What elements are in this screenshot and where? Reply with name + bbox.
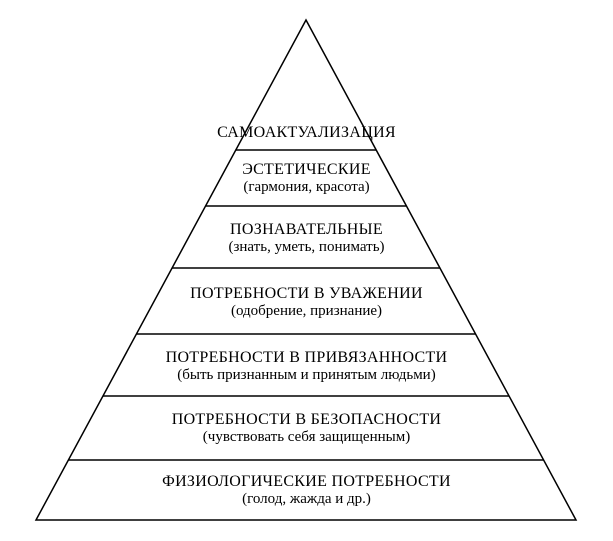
pyramid-level-subtitle: (голод, жажда и др.) bbox=[0, 491, 613, 508]
pyramid-level-6: ФИЗИОЛОГИЧЕСКИЕ ПОТРЕБНОСТИ(голод, жажда… bbox=[0, 473, 613, 508]
pyramid-level-3: ПОТРЕБНОСТИ В УВАЖЕНИИ(одобрение, призна… bbox=[0, 285, 613, 320]
pyramid-level-subtitle: (знать, уметь, понимать) bbox=[0, 239, 613, 256]
pyramid-level-subtitle: (чувствовать себя защищенным) bbox=[0, 429, 613, 446]
pyramid-level-title: ЭСТЕТИЧЕСКИЕ bbox=[0, 161, 613, 179]
pyramid-level-subtitle: (гармония, красота) bbox=[0, 179, 613, 196]
pyramid-level-title: ПОТРЕБНОСТИ В БЕЗОПАСНОСТИ bbox=[0, 411, 613, 429]
pyramid-outline bbox=[0, 0, 613, 541]
pyramid-level-4: ПОТРЕБНОСТИ В ПРИВЯЗАННОСТИ(быть признан… bbox=[0, 349, 613, 384]
pyramid-level-subtitle: (одобрение, признание) bbox=[0, 303, 613, 320]
pyramid-level-2: ПОЗНАВАТЕЛЬНЫЕ(знать, уметь, понимать) bbox=[0, 221, 613, 256]
pyramid-level-title: ПОТРЕБНОСТИ В УВАЖЕНИИ bbox=[0, 285, 613, 303]
pyramid-level-title: САМОАКТУАЛИЗАЦИЯ bbox=[0, 124, 613, 142]
pyramid-level-subtitle: (быть признанным и принятым людьми) bbox=[0, 367, 613, 384]
pyramid-level-title: ПОЗНАВАТЕЛЬНЫЕ bbox=[0, 221, 613, 239]
pyramid-level-0: САМОАКТУАЛИЗАЦИЯ bbox=[0, 124, 613, 142]
pyramid-level-title: ФИЗИОЛОГИЧЕСКИЕ ПОТРЕБНОСТИ bbox=[0, 473, 613, 491]
pyramid-level-5: ПОТРЕБНОСТИ В БЕЗОПАСНОСТИ(чувствовать с… bbox=[0, 411, 613, 446]
pyramid-diagram: САМОАКТУАЛИЗАЦИЯ ЭСТЕТИЧЕСКИЕ(гармония, к… bbox=[0, 0, 613, 541]
pyramid-level-1: ЭСТЕТИЧЕСКИЕ(гармония, красота) bbox=[0, 161, 613, 196]
pyramid-level-title: ПОТРЕБНОСТИ В ПРИВЯЗАННОСТИ bbox=[0, 349, 613, 367]
